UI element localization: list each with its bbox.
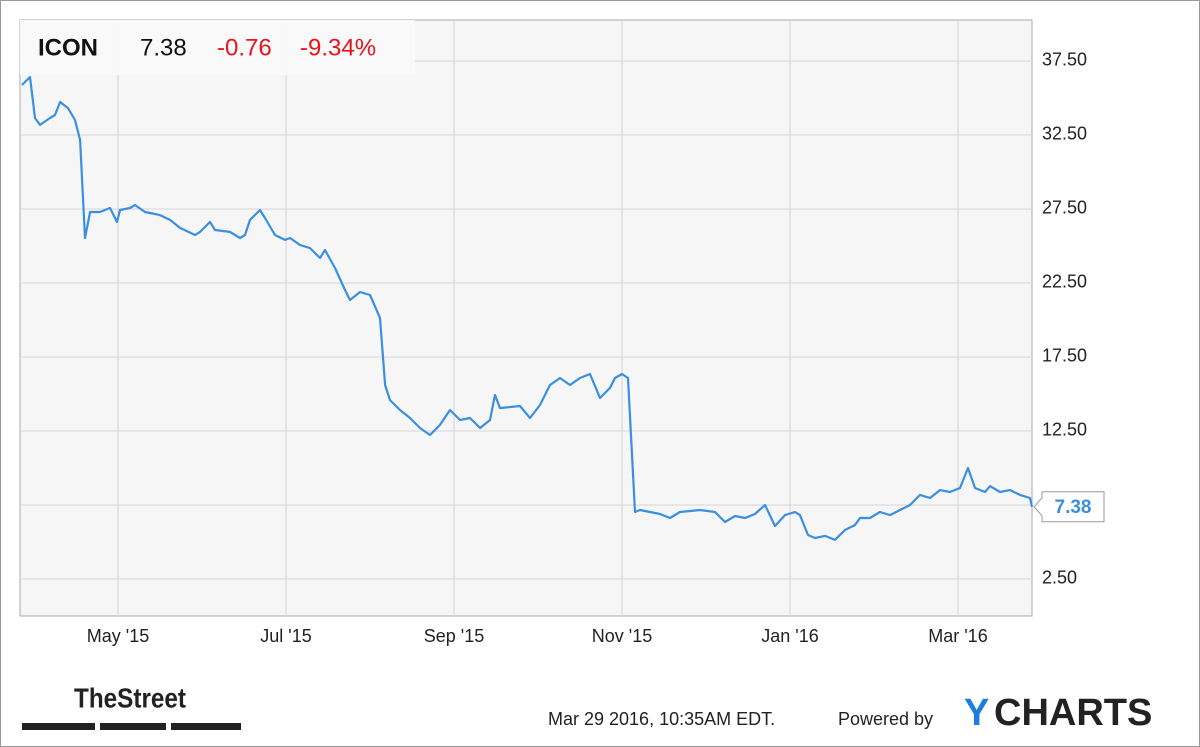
source-logo: TheStreet — [74, 682, 186, 713]
x-tick-label: Sep '15 — [424, 626, 485, 646]
brand-y: Y — [964, 692, 989, 734]
y-tick-label: 17.50 — [1042, 346, 1087, 366]
header-box — [20, 20, 415, 75]
price-line — [21, 75, 1034, 541]
powered-by: Powered by — [838, 709, 933, 729]
x-tick-label: Jul '15 — [260, 626, 311, 646]
y-tick-label: 2.50 — [1042, 568, 1077, 588]
change-percent: -9.34% — [300, 34, 376, 61]
price: 7.38 — [140, 34, 187, 61]
plot-area — [19, 19, 1033, 617]
y-tick-label: 12.50 — [1042, 420, 1087, 440]
brand-rest: CHARTS — [994, 692, 1152, 734]
change: -0.76 — [217, 34, 272, 61]
ticker: ICON — [38, 34, 98, 61]
y-tick-label: 37.50 — [1042, 50, 1087, 70]
y-tick-label: 22.50 — [1042, 272, 1087, 292]
logo-bar — [22, 723, 95, 730]
x-tick-label: Mar '16 — [928, 626, 987, 646]
logo-bar — [100, 723, 166, 730]
x-tick-label: Nov '15 — [592, 626, 652, 646]
x-tick-label: May '15 — [87, 626, 149, 646]
last-value-label: 7.38 — [1055, 497, 1092, 518]
x-tick-label: Jan '16 — [761, 626, 818, 646]
y-tick-label: 27.50 — [1042, 198, 1087, 218]
timestamp: Mar 29 2016, 10:35AM EDT. — [548, 709, 775, 729]
last-value-tag — [1033, 491, 1105, 523]
logo-bar — [171, 723, 241, 730]
y-tick-label: 32.50 — [1042, 124, 1087, 144]
